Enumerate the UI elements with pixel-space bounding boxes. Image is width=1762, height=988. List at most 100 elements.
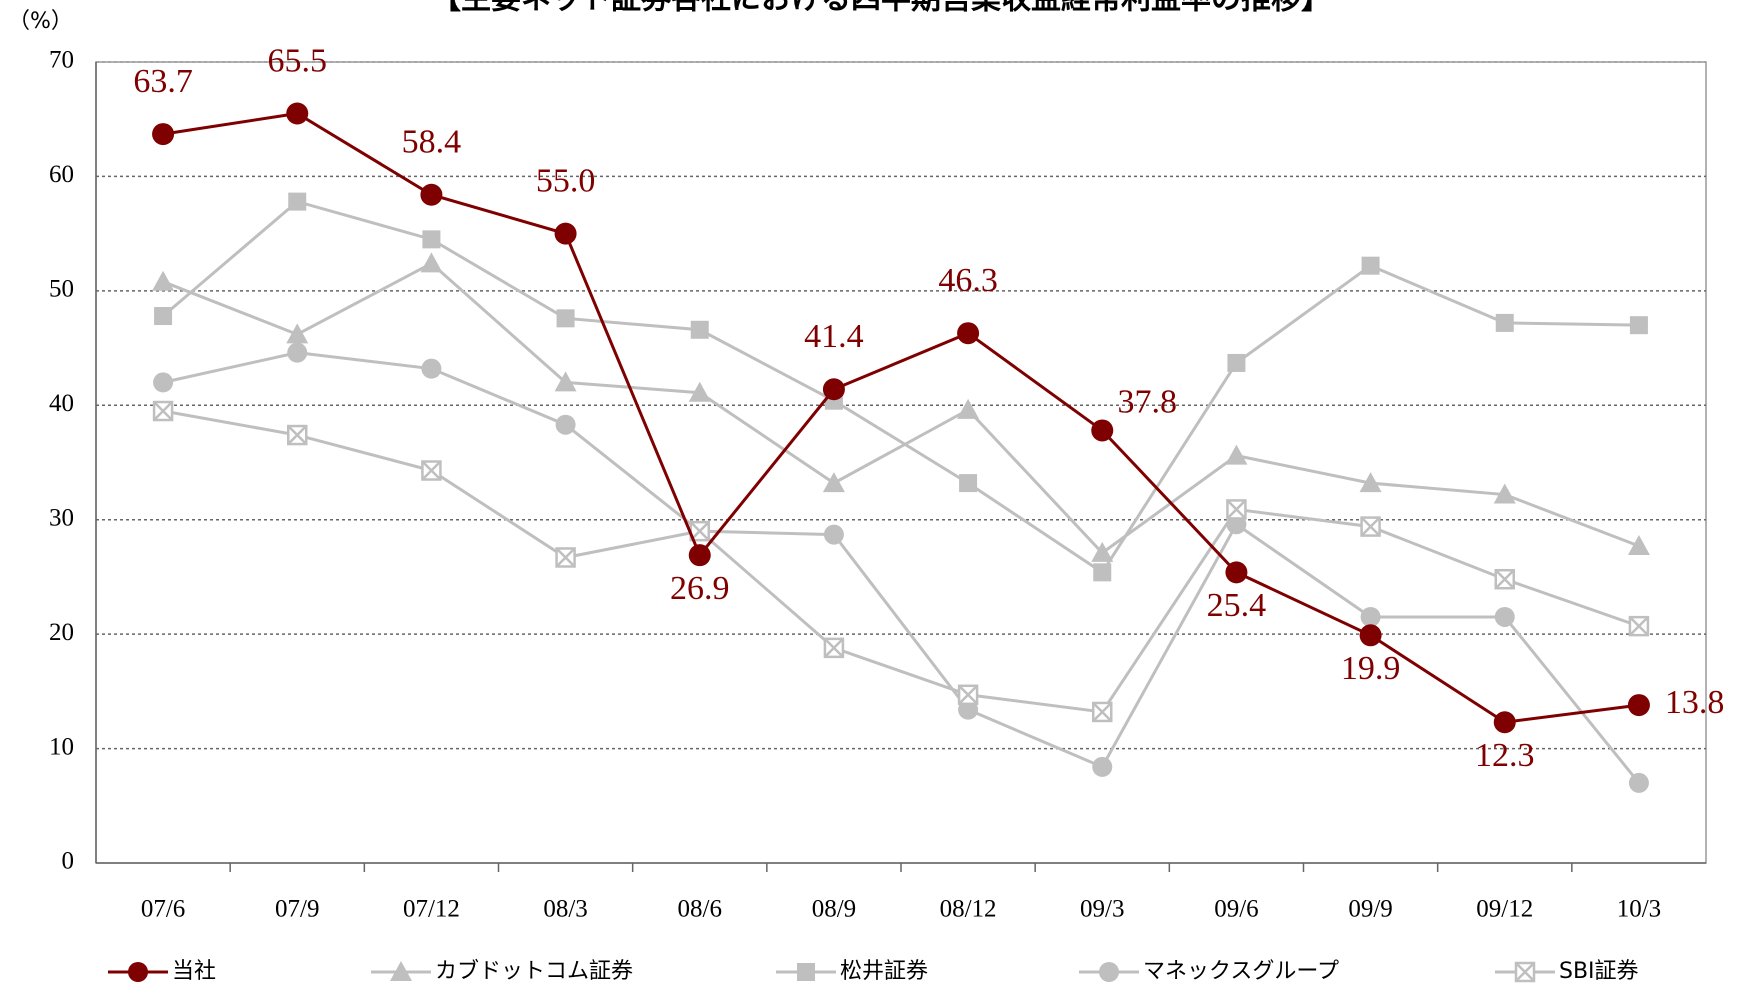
series-line xyxy=(162,199,1639,575)
marker xyxy=(959,474,978,493)
legend-label: SBI証券 xyxy=(1559,959,1639,984)
marker-cross xyxy=(287,425,308,445)
marker xyxy=(689,520,710,542)
marker xyxy=(1099,962,1119,982)
marker xyxy=(1494,568,1515,590)
x-tick-label: 09/3 xyxy=(1080,896,1124,923)
marker xyxy=(152,400,174,422)
series-line xyxy=(162,409,1640,714)
marker xyxy=(390,961,412,981)
chart-title: 【主要ネット証券各社における四半期営業収益経常利益率の推移】 xyxy=(431,0,1331,17)
marker xyxy=(1627,694,1650,717)
value-label: 12.3 xyxy=(1475,737,1535,774)
marker xyxy=(1225,561,1248,584)
legend-label: マネックスグループ xyxy=(1143,959,1339,984)
marker xyxy=(1091,541,1114,562)
value-label: 37.8 xyxy=(1118,383,1178,420)
x-tick-label: 07/12 xyxy=(403,896,460,923)
y-tick-label: 10 xyxy=(49,733,74,760)
y-tick-label: 0 xyxy=(62,848,75,875)
value-label: 13.8 xyxy=(1665,684,1725,721)
marker xyxy=(822,472,845,493)
marker xyxy=(1227,353,1246,372)
marker xyxy=(823,637,845,659)
x-tick-label: 10/3 xyxy=(1617,896,1661,923)
value-label: 25.4 xyxy=(1207,587,1267,624)
legend-label: 当社 xyxy=(172,959,216,984)
marker-cross xyxy=(421,460,442,481)
y-tick-label: 70 xyxy=(49,47,74,74)
series-line xyxy=(162,261,1640,555)
value-label: 65.5 xyxy=(268,42,328,79)
marker xyxy=(797,963,815,981)
marker xyxy=(1495,313,1514,332)
marker xyxy=(1359,472,1382,493)
marker xyxy=(556,309,575,328)
marker xyxy=(957,684,979,706)
marker xyxy=(288,192,307,211)
x-tick-label: 08/6 xyxy=(678,896,722,923)
marker xyxy=(1360,606,1381,627)
value-label: 26.9 xyxy=(670,570,730,607)
marker xyxy=(1628,772,1649,793)
plot-border xyxy=(95,61,1707,864)
marker xyxy=(554,222,577,245)
marker xyxy=(287,342,308,363)
marker xyxy=(1361,256,1380,275)
marker xyxy=(1628,615,1650,637)
marker xyxy=(153,372,174,393)
value-label: 19.9 xyxy=(1341,650,1401,687)
marker xyxy=(420,252,443,273)
y-axis-label: （%） xyxy=(8,9,73,34)
marker xyxy=(688,381,711,402)
marker xyxy=(152,123,175,146)
marker xyxy=(420,183,443,206)
y-tick-label: 60 xyxy=(49,161,74,188)
marker xyxy=(690,320,709,339)
marker xyxy=(1226,499,1247,520)
x-tick-label: 08/12 xyxy=(940,896,997,923)
marker-cross xyxy=(1092,702,1113,722)
marker-cross xyxy=(153,401,173,421)
marker-cross xyxy=(1629,616,1649,637)
marker xyxy=(154,307,173,326)
x-tick-label: 09/9 xyxy=(1348,896,1392,923)
marker xyxy=(286,323,309,344)
marker-cross xyxy=(555,547,576,568)
value-label: 63.7 xyxy=(133,63,193,100)
y-tick-label: 40 xyxy=(49,390,74,417)
marker xyxy=(1360,516,1381,537)
marker xyxy=(1359,624,1382,647)
marker-cross xyxy=(1494,569,1515,590)
marker xyxy=(555,414,576,435)
series-line xyxy=(162,351,1641,784)
y-tick-label: 20 xyxy=(49,619,74,646)
marker xyxy=(823,524,844,545)
series-line xyxy=(162,111,1640,724)
x-tick-label: 08/3 xyxy=(543,896,587,923)
value-label: 46.3 xyxy=(938,262,998,299)
marker xyxy=(421,460,442,481)
y-tick-label: 50 xyxy=(49,276,74,303)
marker xyxy=(1092,701,1113,723)
legend-label: カブドットコム証券 xyxy=(435,959,633,984)
marker xyxy=(822,378,845,401)
marker-cross xyxy=(1226,499,1247,520)
marker xyxy=(957,398,980,419)
marker-cross xyxy=(1515,962,1535,982)
marker xyxy=(128,962,148,982)
marker xyxy=(555,547,576,568)
x-tick-label: 07/6 xyxy=(141,896,185,923)
marker xyxy=(422,230,441,249)
legend-label: 松井証券 xyxy=(840,959,928,984)
marker-cross xyxy=(958,684,978,705)
marker xyxy=(957,322,980,345)
marker xyxy=(1091,419,1114,442)
marker xyxy=(1225,444,1248,465)
value-label: 58.4 xyxy=(402,124,462,161)
marker xyxy=(1627,535,1650,556)
marker-cross xyxy=(824,637,844,658)
x-tick-label: 08/9 xyxy=(812,896,856,923)
x-tick-label: 07/9 xyxy=(275,896,319,923)
marker-cross xyxy=(1360,516,1381,537)
